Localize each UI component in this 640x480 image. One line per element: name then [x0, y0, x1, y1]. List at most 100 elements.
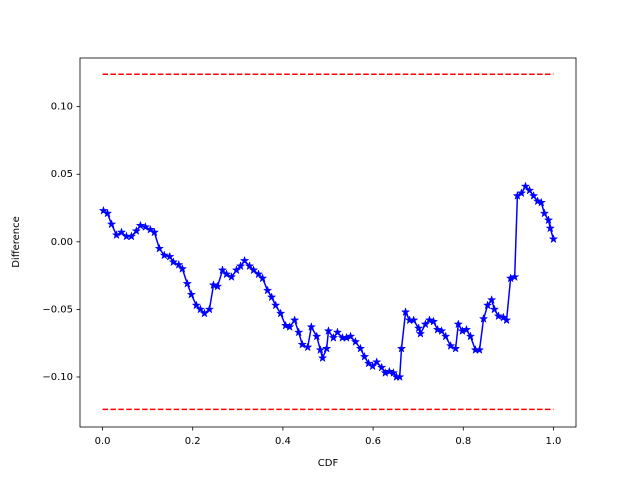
- data-point: [493, 311, 504, 321]
- data-point: [323, 326, 334, 336]
- data-point: [293, 327, 304, 337]
- data-point: [350, 336, 361, 346]
- data-point: [257, 273, 268, 283]
- data-point: [332, 327, 343, 337]
- data-point: [145, 224, 156, 234]
- data-point: [275, 308, 286, 318]
- data-point: [208, 280, 219, 290]
- data-point: [102, 208, 113, 218]
- data-point: [432, 324, 443, 334]
- data-point: [297, 339, 308, 349]
- data-point: [388, 367, 399, 377]
- data-point: [98, 205, 109, 215]
- x-tick-label: 0.6: [365, 436, 381, 447]
- y-tick-label: −0.10: [42, 372, 73, 383]
- data-point: [140, 222, 151, 231]
- data-point: [221, 269, 232, 279]
- data-point: [524, 185, 535, 195]
- data-point: [217, 265, 228, 275]
- y-tick-label: −0.05: [42, 304, 73, 315]
- data-point: [306, 322, 317, 331]
- data-point: [461, 324, 472, 334]
- data-point: [408, 315, 419, 325]
- data-point: [248, 265, 259, 275]
- data-point: [270, 300, 281, 310]
- data-point: [545, 223, 556, 233]
- y-tick-label: 0.05: [51, 169, 73, 180]
- data-point: [543, 215, 554, 225]
- data-point: [363, 358, 374, 368]
- data-point: [539, 208, 550, 218]
- data-point: [315, 344, 326, 354]
- data-point: [420, 319, 431, 329]
- data-point: [204, 304, 215, 314]
- data-point: [235, 261, 246, 271]
- data-point: [177, 263, 188, 273]
- data-point: [321, 343, 332, 353]
- y-tick-label: 0.10: [51, 102, 73, 113]
- data-point: [345, 331, 356, 341]
- data-point: [165, 251, 175, 261]
- axes-frame: [79, 57, 577, 428]
- data-point: [536, 197, 546, 207]
- data-point: [159, 250, 170, 260]
- data-point: [195, 304, 206, 314]
- data-point: [126, 231, 137, 241]
- data-point: [253, 269, 264, 279]
- data-point: [154, 243, 165, 253]
- data-point: [191, 300, 202, 310]
- x-tick-label: 1.0: [546, 436, 562, 447]
- data-point: [116, 227, 127, 237]
- data-point: [376, 362, 387, 372]
- x-tick-label: 0.8: [455, 436, 471, 447]
- data-point: [520, 181, 531, 191]
- data-point: [474, 344, 485, 354]
- data-point: [367, 361, 378, 371]
- data-point: [231, 265, 242, 275]
- data-point: [489, 304, 500, 314]
- data-point: [212, 281, 223, 291]
- data-point: [289, 315, 300, 325]
- x-tick-label: 0.0: [95, 436, 111, 447]
- x-axis-label: CDF: [318, 458, 339, 469]
- data-point: [465, 331, 476, 341]
- y-axis-label: Difference: [11, 216, 22, 268]
- data-point: [482, 300, 493, 310]
- data-point: [440, 331, 451, 341]
- data-point: [413, 323, 424, 333]
- data-point: [445, 340, 456, 350]
- data-point: [284, 322, 295, 331]
- data-point: [131, 226, 142, 236]
- data-point: [424, 315, 435, 325]
- data-point: [135, 220, 146, 230]
- data-point: [328, 332, 339, 342]
- x-tick-label: 0.2: [185, 436, 201, 447]
- data-point: [396, 343, 407, 353]
- data-point: [436, 326, 447, 336]
- data-point: [501, 315, 512, 325]
- data-point: [394, 372, 405, 382]
- data-point: [302, 342, 313, 352]
- data-point: [262, 285, 273, 295]
- data-point: [266, 292, 277, 302]
- data-point: [244, 261, 255, 271]
- data-point: [400, 307, 411, 317]
- data-point: [106, 219, 117, 229]
- data-point: [226, 272, 237, 281]
- data-point: [516, 188, 527, 198]
- data-point: [168, 257, 179, 267]
- data-point: [186, 289, 197, 299]
- data-point: [182, 278, 193, 288]
- data-point: [149, 227, 160, 237]
- data-point: [359, 351, 370, 361]
- data-point: [478, 313, 489, 323]
- y-tick-label: 0.00: [51, 237, 73, 248]
- x-tick-label: 0.4: [275, 436, 291, 447]
- data-point: [415, 328, 426, 338]
- data-point: [239, 255, 250, 265]
- data-point: [450, 343, 461, 353]
- data-point: [312, 331, 322, 341]
- data-point: [384, 366, 395, 376]
